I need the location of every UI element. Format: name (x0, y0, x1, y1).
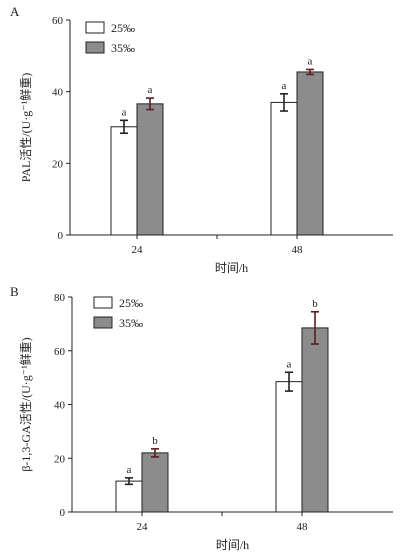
legend-swatch (85, 41, 105, 54)
y-axis-title: β-1,3-GA活性/(U·g⁻¹鲜重) (19, 337, 33, 471)
legend-swatch (93, 296, 113, 309)
bar-s1-48 (270, 101, 298, 236)
y-tick-label: 20 (54, 453, 66, 465)
bar-s2-24 (141, 452, 169, 513)
y-tick-label: 20 (52, 158, 64, 170)
significance-letter: a (282, 80, 287, 92)
significance-letter: a (148, 84, 153, 96)
significance-letter: a (122, 106, 127, 118)
x-axis-title: 时间/h (215, 261, 248, 275)
y-axis-title: PAL活性/(U·g⁻¹鲜重) (19, 73, 33, 183)
x-axis-title: 时间/h (216, 538, 249, 552)
x-tick-label: 24 (132, 244, 144, 256)
y-tick-label: 80 (54, 292, 66, 304)
significance-letter: b (152, 435, 158, 447)
bar-s1-24 (115, 480, 143, 513)
legend-label: 35‰ (119, 316, 143, 330)
bar-s1-24 (110, 126, 138, 236)
panel-label: B (10, 284, 19, 299)
y-tick-label: 0 (58, 230, 64, 242)
bar-s1-48 (275, 381, 303, 513)
x-tick-label: 24 (137, 521, 149, 533)
y-tick-label: 40 (54, 400, 66, 412)
chart-panel-b: B 0 20 40 60 80 24 48 a a b b 25‰ 35‰ 时间/h β-1,3-GA活性/(… (10, 284, 393, 552)
significance-letter: a (308, 55, 313, 67)
significance-letter: b (312, 298, 318, 310)
chart-panel-a: A 0 20 40 60 24 48 a a a a 25‰ 35‰ 时间/h PAL活性/(U·g⁻¹鲜重… (10, 4, 393, 275)
legend-swatch (93, 316, 113, 329)
significance-letter: a (127, 464, 132, 476)
bar-s2-24 (136, 103, 164, 236)
panel-label: A (10, 4, 20, 19)
y-tick-label: 60 (54, 346, 66, 358)
legend-label: 25‰ (111, 21, 135, 35)
bar-s2-48 (296, 71, 324, 236)
bar-s2-48 (301, 327, 329, 513)
legend-label: 35‰ (111, 41, 135, 55)
x-tick-label: 48 (297, 521, 309, 533)
legend-swatch (85, 21, 105, 34)
y-tick-label: 40 (52, 87, 64, 99)
y-tick-label: 60 (52, 15, 64, 27)
x-tick-label: 48 (292, 244, 304, 256)
y-tick-label: 0 (60, 507, 66, 519)
significance-letter: a (287, 358, 292, 370)
legend-label: 25‰ (119, 296, 143, 310)
